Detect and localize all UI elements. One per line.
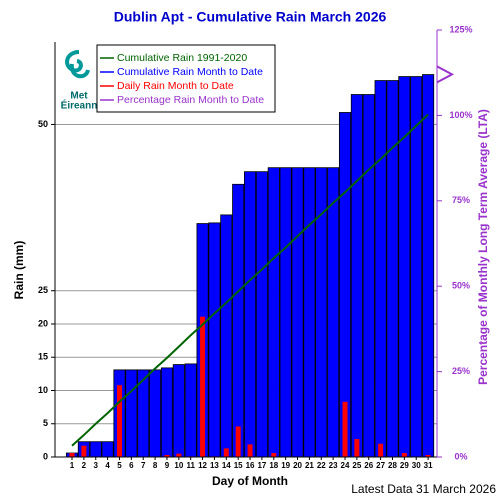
bar [354,439,360,457]
bar [374,80,387,458]
bar [327,167,340,458]
x-tick-label: 3 [94,461,99,470]
legend-label: Daily Rain Month to Date [117,80,234,92]
y-tick-label: 5 [43,418,48,428]
line [71,113,429,447]
chart-title: Dublin Apt - Cumulative Rain March 2026 [114,9,387,25]
bar [425,455,431,457]
x-tick-label: 15 [234,461,243,470]
bar [220,214,233,458]
bar [208,222,221,458]
x-tick-label: 1 [70,461,75,470]
legend-label: Cumulative Rain 1991-2020 [117,52,247,64]
x-tick-label: 29 [400,461,409,470]
x-tick-label: 4 [105,461,110,470]
bar [271,453,277,457]
x-axis-label: Day of Month [212,474,288,488]
x-tick-label: 6 [129,461,134,470]
bar [160,367,173,458]
y-tick-label: 15 [38,352,48,362]
bar [164,455,170,457]
y-tick-label: 25 [38,285,48,295]
y-tick-label: 20 [38,318,48,328]
bar [101,441,114,458]
x-tick-label: 27 [376,461,385,470]
bar [342,401,348,457]
y-tick-label: 0 [43,451,48,461]
y2-tick-label: 0% [454,451,467,461]
bar [200,316,206,457]
bar [89,441,102,458]
bar [232,183,245,458]
y-tick-label: 50 [38,119,48,129]
bar [255,171,268,458]
x-tick-label: 13 [210,461,219,470]
bar [291,167,304,458]
bar [81,445,87,457]
bar [172,364,185,458]
x-tick-label: 9 [165,461,170,470]
y2-axis-label: Percentage of Monthly Long Term Average … [476,109,490,385]
percentage-marker [436,65,455,84]
x-tick-label: 20 [293,461,302,470]
x-tick-label: 10 [174,461,183,470]
y-tick-label: 10 [38,385,48,395]
bar [69,453,75,457]
x-tick-label: 30 [412,461,421,470]
logo-swirl [65,50,90,79]
bar [244,171,257,458]
bar [247,444,253,457]
x-tick-label: 25 [352,461,361,470]
bar [350,94,363,458]
x-tick-label: 19 [281,461,290,470]
x-tick-label: 24 [341,461,350,470]
logo-text: Éireann [61,99,98,112]
x-tick-label: 31 [424,461,433,470]
legend-box [96,44,276,113]
bar [386,80,399,458]
x-tick-label: 23 [329,461,338,470]
legend-label: Cumulative Rain Month to Date [117,66,263,78]
x-tick-label: 5 [117,461,122,470]
x-tick-label: 11 [186,461,195,470]
x-tick-label: 17 [257,461,266,470]
legend-label: Percentage Rain Month to Date [117,94,264,106]
bar [149,369,162,458]
y2-tick-label: 75% [452,195,470,205]
x-tick-label: 26 [364,461,373,470]
bar [116,385,122,457]
bar [184,363,197,458]
bar [378,443,384,457]
bar [176,453,182,457]
bar [125,369,138,458]
x-tick-label: 2 [82,461,87,470]
x-tick-label: 7 [141,461,146,470]
x-tick-label: 22 [317,461,326,470]
bar [362,94,375,458]
x-tick-label: 8 [153,461,158,470]
bar [410,76,423,458]
bar [267,167,280,458]
x-tick-label: 21 [305,461,314,470]
y2-tick-label: 125% [449,24,472,34]
x-tick-label: 28 [388,461,397,470]
y2-tick-label: 50% [452,281,470,291]
bar [422,74,435,458]
bar [235,426,241,457]
y2-tick-label: 25% [452,366,470,376]
bar [279,167,292,458]
bar [223,448,229,457]
logo-text: Met [70,91,88,102]
x-tick-label: 14 [222,461,231,470]
y-axis-label: Rain (mm) [12,241,26,300]
y2-tick-label: 100% [449,110,472,120]
x-tick-label: 12 [198,461,207,470]
footer: Latest Data 31 March 2026 [351,482,496,496]
x-tick-label: 18 [269,461,278,470]
x-tick-label: 16 [246,461,255,470]
bar [303,167,316,458]
bar [401,453,407,457]
